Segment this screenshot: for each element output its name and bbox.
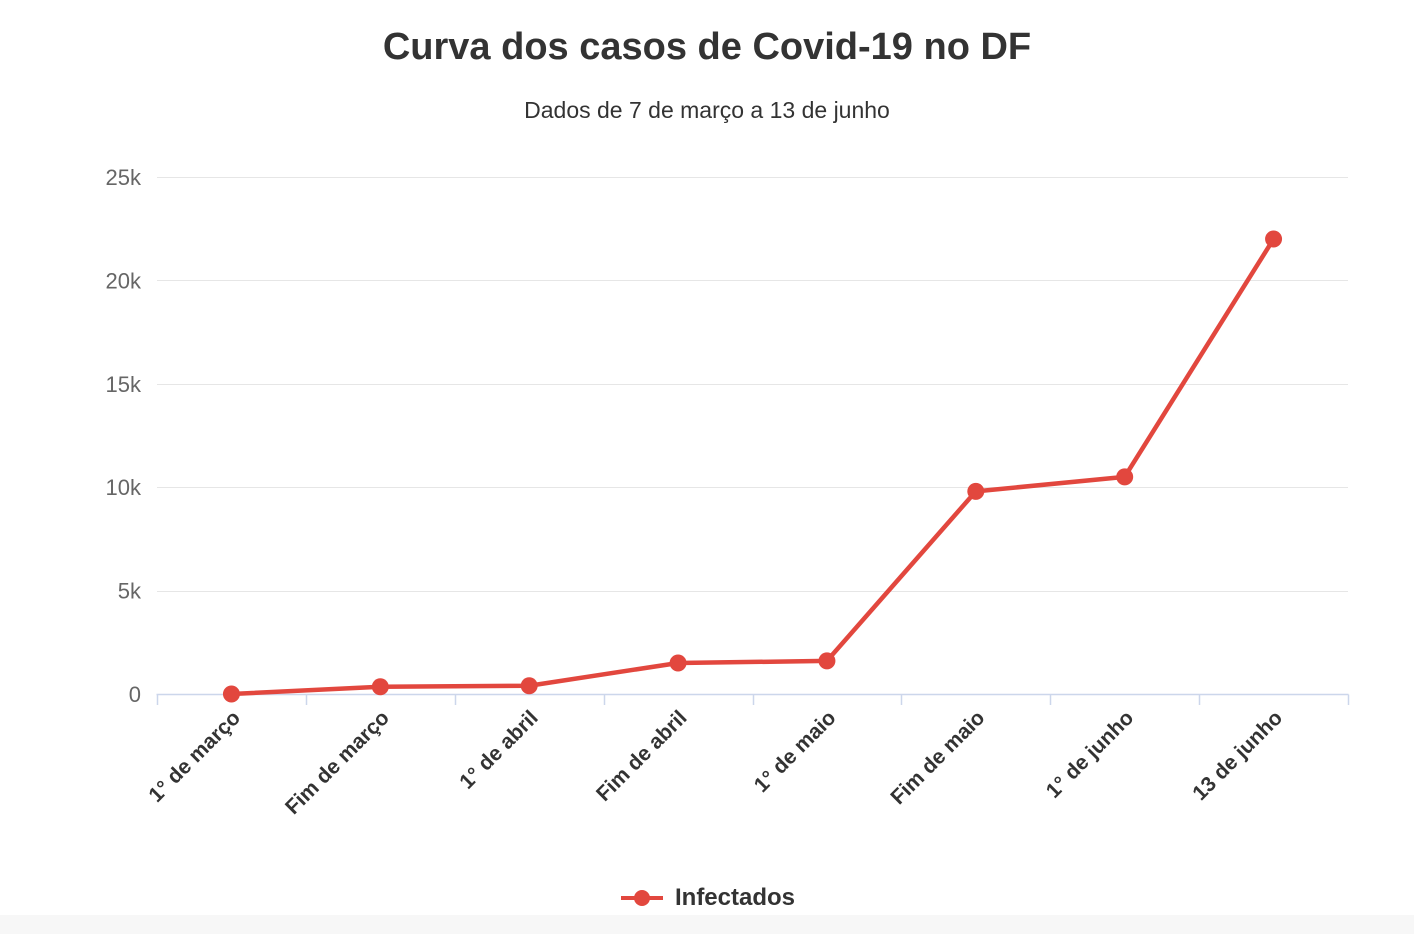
series-line-infectados bbox=[229, 236, 1276, 697]
chart-subtitle: Dados de 7 de março a 13 de junho bbox=[524, 97, 890, 123]
svg-text:13 de junho: 13 de junho bbox=[1188, 706, 1287, 805]
x-axis-label: Fim de março bbox=[281, 706, 394, 819]
legend-label: Infectados bbox=[674, 884, 796, 911]
data-point-4[interactable] bbox=[818, 652, 836, 670]
legend: Infectados bbox=[0, 884, 1414, 912]
y-axis-label: 20k bbox=[106, 268, 142, 293]
svg-text:1° de junho: 1° de junho bbox=[1042, 706, 1138, 802]
y-axis-label: 0 bbox=[129, 682, 141, 707]
data-point-6[interactable] bbox=[1116, 468, 1134, 486]
y-axis-label: 15k bbox=[106, 372, 142, 397]
y-axis-label: 5k bbox=[118, 579, 142, 604]
footer-strip bbox=[0, 915, 1414, 934]
x-axis-label: 1° de maio bbox=[750, 706, 841, 797]
x-axis-label: Fim de abril bbox=[592, 706, 692, 806]
svg-text:Fim de março: Fim de março bbox=[281, 706, 394, 819]
data-point-1[interactable] bbox=[371, 678, 389, 696]
data-point-3[interactable] bbox=[669, 654, 687, 672]
svg-text:1° de março: 1° de março bbox=[144, 706, 245, 807]
x-axis-label: 1° de junho bbox=[1042, 706, 1138, 802]
y-axis-label: 25k bbox=[106, 165, 142, 190]
data-point-2[interactable] bbox=[520, 677, 538, 695]
data-point-7[interactable] bbox=[1265, 230, 1283, 248]
svg-text:Fim de maio: Fim de maio bbox=[886, 706, 989, 809]
svg-text:Fim de abril: Fim de abril bbox=[592, 706, 692, 806]
y-axis-label: 10k bbox=[106, 475, 142, 500]
svg-text:1° de abril: 1° de abril bbox=[455, 706, 542, 793]
legend-item-infectados[interactable]: Infectados bbox=[619, 884, 795, 912]
data-point-0[interactable] bbox=[222, 685, 240, 703]
x-axis-label: 1° de março bbox=[144, 706, 245, 807]
x-axis-label: 13 de junho bbox=[1188, 706, 1287, 805]
legend-line-marker-icon bbox=[620, 890, 663, 906]
x-axis-label: 1° de abril bbox=[455, 706, 542, 793]
chart-title: Curva dos casos de Covid-19 no DF bbox=[382, 26, 1032, 68]
data-point-5[interactable] bbox=[967, 482, 985, 500]
x-axis-label: Fim de maio bbox=[886, 706, 989, 809]
svg-text:1° de maio: 1° de maio bbox=[750, 706, 841, 797]
